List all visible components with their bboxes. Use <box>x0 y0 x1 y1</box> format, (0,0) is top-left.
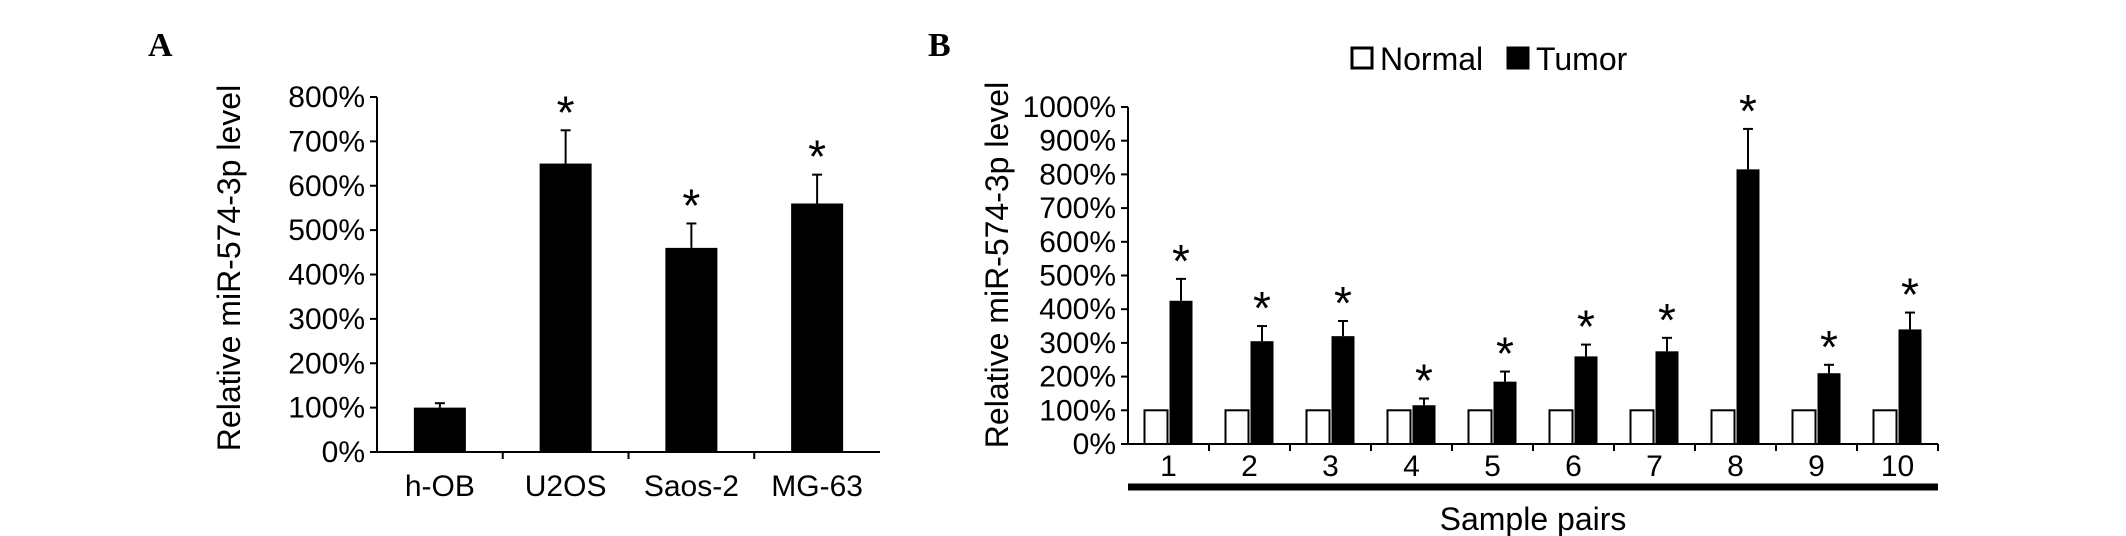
panel-a-bar <box>791 203 844 452</box>
panel-b-x-tick-label: 10 <box>1881 450 1914 483</box>
panel-a-bar <box>413 407 466 452</box>
panel-a-y-axis-title: Relative miR-574-3p level <box>211 85 247 451</box>
panel-b-bar-tumor <box>1736 169 1760 444</box>
panel-b-significance-marker: * <box>1172 235 1190 287</box>
panel-b-x-tick-label: 7 <box>1646 450 1663 483</box>
panel-b-bar-normal <box>1710 409 1736 445</box>
panel-a-bar <box>539 163 592 452</box>
panel-b-bar-normal <box>1629 409 1655 445</box>
panel-b-bar-tumor <box>1169 300 1193 444</box>
panel-b-y-tick-label: 500% <box>1039 260 1116 293</box>
panel-a-significance-marker: * <box>808 131 826 183</box>
panel-b-y-tick-label: 200% <box>1039 361 1116 394</box>
panel-b-significance-marker: * <box>1658 294 1676 346</box>
panel-a-y-tick-label: 800% <box>288 81 365 114</box>
panel-b-x-tick-label: 5 <box>1484 450 1501 483</box>
panel-b-significance-marker: * <box>1577 301 1595 353</box>
panel-b-y-tick-label: 400% <box>1039 293 1116 326</box>
panel-a-bar <box>665 247 718 452</box>
panel-b-bar-normal <box>1143 409 1169 445</box>
legend-label-normal: Normal <box>1380 41 1483 77</box>
panel-b-x-tick-label: 9 <box>1808 450 1825 483</box>
panel-b-bar-tumor <box>1493 381 1517 444</box>
panel-b-bar-normal <box>1548 409 1574 445</box>
panel-b-x-tick-label: 6 <box>1565 450 1582 483</box>
panel-b-legend: Normal Tumor <box>1350 41 1628 77</box>
panel-a-y-tick-label: 500% <box>288 214 365 247</box>
panel-a-x-ticks: h-OB U2OS Saos-2 MG-63 <box>405 452 863 503</box>
panel-b-bar-normal <box>1791 409 1817 445</box>
legend-label-tumor: Tumor <box>1536 41 1628 77</box>
panel-b-x-tick-label: 2 <box>1241 450 1258 483</box>
panel-a-significance-marker: * <box>682 179 700 231</box>
panel-b-y-tick-label: 1000% <box>1023 91 1116 124</box>
panel-b-bar-tumor <box>1898 329 1922 444</box>
panel-b-bar-tumor <box>1817 373 1841 444</box>
panel-b-bar-normal <box>1467 409 1493 445</box>
panel-b-bar-normal <box>1305 409 1331 445</box>
panel-b-bar-tumor <box>1655 351 1679 444</box>
panel-b-x-ticks: 1 2 3 4 5 6 7 8 9 10 <box>1160 444 1939 483</box>
panel-b-y-tick-label: 100% <box>1039 394 1116 427</box>
panel-b-y-tick-label: 700% <box>1039 192 1116 225</box>
panel-b-y-tick-label: 0% <box>1073 428 1116 461</box>
panel-b-y-ticks: 0%100%200%300%400%500%600%700%800%900%10… <box>1023 91 1128 461</box>
panel-a-x-tick-label: h-OB <box>405 470 475 503</box>
panel-b-bars: * * * * * * * * * * <box>1143 85 1922 445</box>
panel-b-bar-tumor <box>1574 356 1598 444</box>
panel-b-y-tick-label: 900% <box>1039 125 1116 158</box>
panel-b-x-axis-title: Sample pairs <box>1440 501 1627 536</box>
panel-b-x-tick-label: 1 <box>1160 450 1177 483</box>
legend-swatch-tumor <box>1506 46 1530 70</box>
panel-b-y-tick-label: 600% <box>1039 226 1116 259</box>
panel-a-x-tick-label: Saos-2 <box>644 470 739 503</box>
panel-a-y-tick-label: 300% <box>288 303 365 336</box>
panel-b-significance-marker: * <box>1739 85 1757 137</box>
panel-a-letter: A <box>148 27 173 64</box>
panel-a-y-tick-label: 600% <box>288 170 365 203</box>
panel-a-y-ticks: 0% 100% 200% 300% 400% 500% 600% 700% 800% <box>288 81 377 469</box>
panel-b-significance-marker: * <box>1334 277 1352 329</box>
panel-b-y-tick-label: 300% <box>1039 327 1116 360</box>
panel-a-bars: * * * <box>413 86 844 452</box>
panel-a-chart: A Relative miR-574-3p level 0% 100% 200% 30… <box>148 27 880 503</box>
panel-b-bar-tumor <box>1331 336 1355 444</box>
panel-b-x-tick-label: 3 <box>1322 450 1339 483</box>
panel-b-significance-marker: * <box>1901 269 1919 321</box>
panel-a-y-tick-label: 700% <box>288 125 365 158</box>
panel-b-bar-tumor <box>1250 341 1274 444</box>
panel-b-significance-marker: * <box>1820 321 1838 373</box>
panel-b-significance-marker: * <box>1415 355 1433 407</box>
panel-b-letter: B <box>928 27 951 64</box>
panel-b-chart: B Relative miR-574-3p level Normal Tumor… <box>928 27 1939 536</box>
panel-b-bar-normal <box>1224 409 1250 445</box>
panel-b-bar-normal <box>1872 409 1898 445</box>
panel-a-y-tick-label: 100% <box>288 392 365 425</box>
panel-a-x-tick-label: MG-63 <box>771 470 863 503</box>
panel-b-x-tick-label: 8 <box>1727 450 1744 483</box>
panel-a-significance-marker: * <box>557 86 575 138</box>
panel-a-y-tick-label: 400% <box>288 259 365 292</box>
legend-swatch-normal <box>1350 46 1374 70</box>
panel-b-bar-normal <box>1386 409 1412 445</box>
panel-a-y-tick-label: 200% <box>288 347 365 380</box>
panel-a-x-tick-label: U2OS <box>525 470 607 503</box>
panel-b-significance-marker: * <box>1253 282 1271 334</box>
panel-b-y-tick-label: 800% <box>1039 158 1116 191</box>
panel-b-bar-tumor <box>1412 405 1436 444</box>
panel-a-y-tick-label: 0% <box>322 436 365 469</box>
panel-b-significance-marker: * <box>1496 328 1514 380</box>
panel-b-x-tick-label: 4 <box>1403 450 1420 483</box>
panel-b-y-axis-title: Relative miR-574-3p level <box>979 82 1015 448</box>
